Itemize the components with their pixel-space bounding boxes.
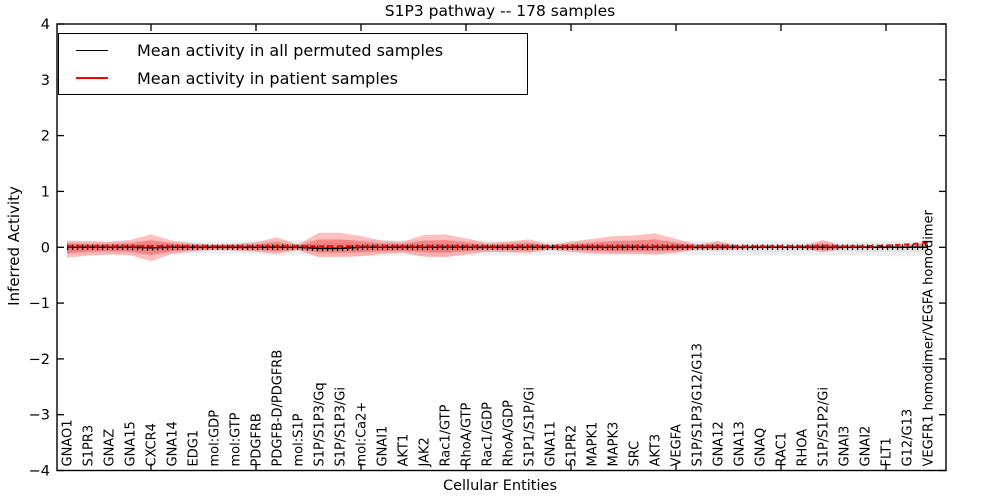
x-tick-label: GNAI3 — [838, 426, 853, 467]
x-tick-label: VEGFR1 homodimer/VEGFA homodimer — [922, 210, 937, 467]
x-tick-label: RhoA/GDP — [502, 400, 517, 467]
x-tick-label: S1P/S1P3/G12/G13 — [691, 343, 706, 466]
x-tick-label: GNAI1 — [376, 426, 391, 467]
x-tick-label: CXCR4 — [145, 423, 160, 466]
x-tick-label: GNA12 — [712, 421, 727, 466]
x-tick-label: AKT1 — [397, 434, 412, 467]
y-tick-label: −1 — [29, 296, 50, 312]
legend-label-patient: Mean activity in patient samples — [137, 68, 398, 88]
permuted-mean-line-markers — [67, 244, 928, 252]
y-tick-label: 1 — [41, 184, 50, 200]
legend-item-patient: Mean activity in patient samples — [59, 64, 527, 92]
y-tick-label: 4 — [41, 17, 50, 33]
x-tick-label: MAPK3 — [607, 422, 622, 467]
x-tick-label: S1PR3 — [82, 425, 97, 467]
x-tick-label: SRC — [628, 441, 643, 467]
chart-title: S1P3 pathway -- 178 samples — [384, 2, 616, 20]
x-tick-label: GNAI2 — [859, 426, 874, 467]
x-tick-label: PDGFRB — [250, 413, 265, 466]
x-tick-label: mol:Ca2+ — [355, 402, 370, 467]
x-tick-label: GNAO1 — [61, 420, 76, 467]
x-tick-label: MAPK1 — [586, 422, 601, 467]
x-tick-label: S1P/S1P3/Gi — [334, 387, 349, 466]
y-tick-label: −4 — [29, 464, 50, 480]
y-tick-label: −3 — [29, 408, 50, 424]
x-tick-label: GNA15 — [124, 421, 139, 466]
x-tick-label: GNAZ — [103, 429, 118, 467]
x-tick-label: Rac1/GDP — [481, 402, 496, 467]
x-tick-label: PDGFB-D/PDGFRB — [271, 350, 286, 467]
x-tick-label: S1P/S1P2/Gi — [817, 387, 832, 466]
x-tick-label: VEGFA — [670, 424, 685, 466]
x-tick-label: G12/G13 — [901, 409, 916, 467]
x-tick-label: Rac1/GTP — [439, 404, 454, 466]
x-axis-label: Cellular Entities — [442, 478, 558, 494]
legend-label-permuted: Mean activity in all permuted samples — [137, 40, 444, 60]
patient-line-swatch-icon — [76, 77, 108, 79]
legend: Mean activity in all permuted samples Me… — [58, 33, 528, 95]
legend-item-permuted: Mean activity in all permuted samples — [59, 36, 527, 64]
x-tick-label: AKT3 — [649, 434, 664, 467]
y-tick-label: 2 — [41, 129, 50, 145]
x-tick-label: RhoA/GTP — [460, 402, 475, 466]
x-tick-label: GNA14 — [166, 421, 181, 466]
x-tick-label: GNA13 — [733, 421, 748, 466]
y-tick-label: 0 — [41, 240, 50, 256]
x-tick-label: S1P1/S1P/Gi — [523, 387, 538, 466]
x-tick-label: JAK2 — [418, 437, 433, 467]
x-tick-label: mol:S1P — [292, 413, 307, 466]
x-tick-label: FLT1 — [880, 437, 895, 466]
x-tick-label: RAC1 — [775, 432, 790, 467]
x-tick-label: mol:GDP — [208, 410, 223, 467]
y-tick-label: 3 — [41, 73, 50, 89]
permuted-line-swatch-icon — [76, 49, 108, 51]
x-tick-label: GNA11 — [544, 421, 559, 466]
y-tick-label: −2 — [29, 352, 50, 368]
x-tick-label: S1PR2 — [565, 425, 580, 467]
x-tick-label: mol:GTP — [229, 412, 244, 466]
x-tick-label: GNAQ — [754, 428, 769, 467]
x-tick-label: EDG1 — [187, 430, 202, 467]
x-tick-label: S1P/S1P3/Gq — [313, 382, 328, 466]
x-tick-label: RHOA — [796, 429, 811, 467]
